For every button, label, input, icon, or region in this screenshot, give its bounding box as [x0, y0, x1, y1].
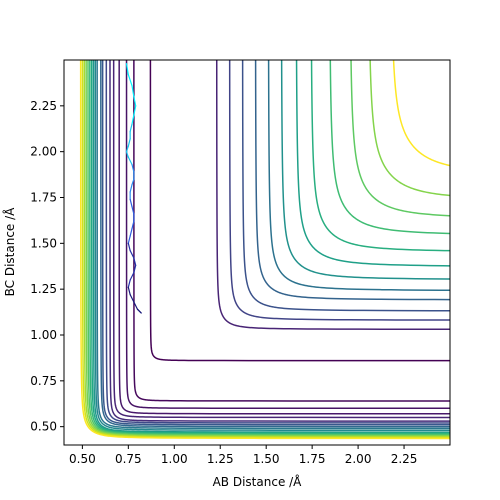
contour-line: [90, 60, 450, 434]
trajectory-segment: [125, 151, 129, 158]
trajectory-segment: [131, 206, 135, 215]
trajectory-segment: [127, 279, 131, 288]
contour-line: [329, 60, 450, 235]
trajectory-segment: [127, 74, 133, 87]
x-tick-label: 0.50: [69, 452, 96, 466]
trajectory-segment: [131, 178, 135, 186]
contour-line: [215, 60, 450, 331]
contour-line: [100, 60, 450, 428]
contour-line: [79, 60, 450, 440]
contour-line: [112, 60, 450, 419]
y-axis-ticks: 0.50 0.75 1.00 1.25 1.50 1.75 2.00 2.25: [30, 99, 64, 434]
trajectory-segment: [127, 286, 131, 296]
x-axis-ticks: 0.50 0.75 1.00 1.25 1.50 1.75 2.00 2.25: [69, 445, 417, 466]
y-tick-label: 2.00: [30, 145, 57, 159]
y-tick-label: 1.75: [30, 191, 57, 205]
x-tick-label: 0.75: [115, 452, 142, 466]
x-tick-label: 1.00: [161, 452, 188, 466]
contour-line: [92, 60, 450, 433]
trajectory-segment: [127, 156, 133, 166]
contour-line: [280, 60, 450, 280]
trajectory-segment: [131, 85, 135, 98]
trajectory-segment: [129, 123, 133, 133]
trajectory-line: [125, 63, 142, 314]
trajectory-segment: [129, 198, 133, 208]
contour-line: [133, 60, 450, 402]
y-tick-label: 1.25: [30, 282, 57, 296]
y-tick-label: 1.50: [30, 236, 57, 250]
y-tick-label: 0.50: [30, 420, 57, 434]
x-tick-label: 1.75: [299, 452, 326, 466]
contour-line: [392, 60, 450, 167]
axes-frame: [63, 59, 451, 446]
contour-line: [109, 60, 450, 422]
contour-line: [87, 60, 450, 436]
contour-line: [96, 60, 450, 430]
contour-line: [105, 60, 450, 424]
trajectory-segment: [129, 228, 133, 237]
x-axis-label: AB Distance /Å: [213, 474, 303, 489]
x-tick-label: 2.00: [345, 452, 372, 466]
y-tick-label: 2.25: [30, 99, 57, 113]
trajectory-segment: [133, 264, 137, 274]
contour-line: [369, 60, 450, 197]
trajectory-segment: [125, 63, 129, 76]
plot-area: [79, 60, 450, 440]
contour-line: [241, 60, 450, 312]
trajectory-segment: [131, 163, 135, 173]
contour-line: [149, 60, 450, 362]
x-tick-label: 1.25: [207, 452, 234, 466]
contour-line: [310, 60, 450, 252]
trajectory-segment: [129, 250, 135, 259]
x-tick-label: 1.50: [253, 452, 280, 466]
trajectory-segment: [127, 242, 131, 252]
trajectory-segment: [131, 114, 135, 125]
contour-line: [101, 60, 450, 426]
contour-line: [89, 60, 450, 435]
trajectory-segment: [133, 96, 137, 107]
contour-line: [125, 60, 450, 410]
trajectory-segment: [131, 220, 135, 230]
y-tick-label: 0.75: [30, 374, 57, 388]
trajectory-segment: [125, 145, 129, 153]
contour-line: [94, 60, 450, 432]
y-axis-label: BC Distance /Å: [2, 207, 17, 297]
contour-line: [118, 60, 450, 415]
y-tick-label: 1.00: [30, 328, 57, 342]
x-tick-label: 2.25: [391, 452, 418, 466]
contour-line: [295, 60, 450, 267]
trajectory-segment: [129, 184, 133, 193]
trajectory-segment: [127, 235, 131, 244]
contour-line: [228, 60, 450, 321]
contour-line: [267, 60, 450, 291]
contour-line: [81, 60, 450, 439]
trajectory-segment: [136, 308, 142, 314]
trajectory-segment: [129, 272, 135, 281]
contour-line: [350, 60, 450, 217]
trajectory-segment: [129, 294, 135, 303]
trajectory-segment: [127, 138, 131, 147]
contour-lines: [79, 60, 450, 440]
contour-line: [83, 60, 450, 438]
trajectory-segment: [133, 257, 137, 266]
trajectory-segment: [133, 105, 137, 116]
contour-line: [254, 60, 450, 301]
contour-line: [85, 60, 450, 437]
trajectory-segment: [133, 301, 139, 310]
